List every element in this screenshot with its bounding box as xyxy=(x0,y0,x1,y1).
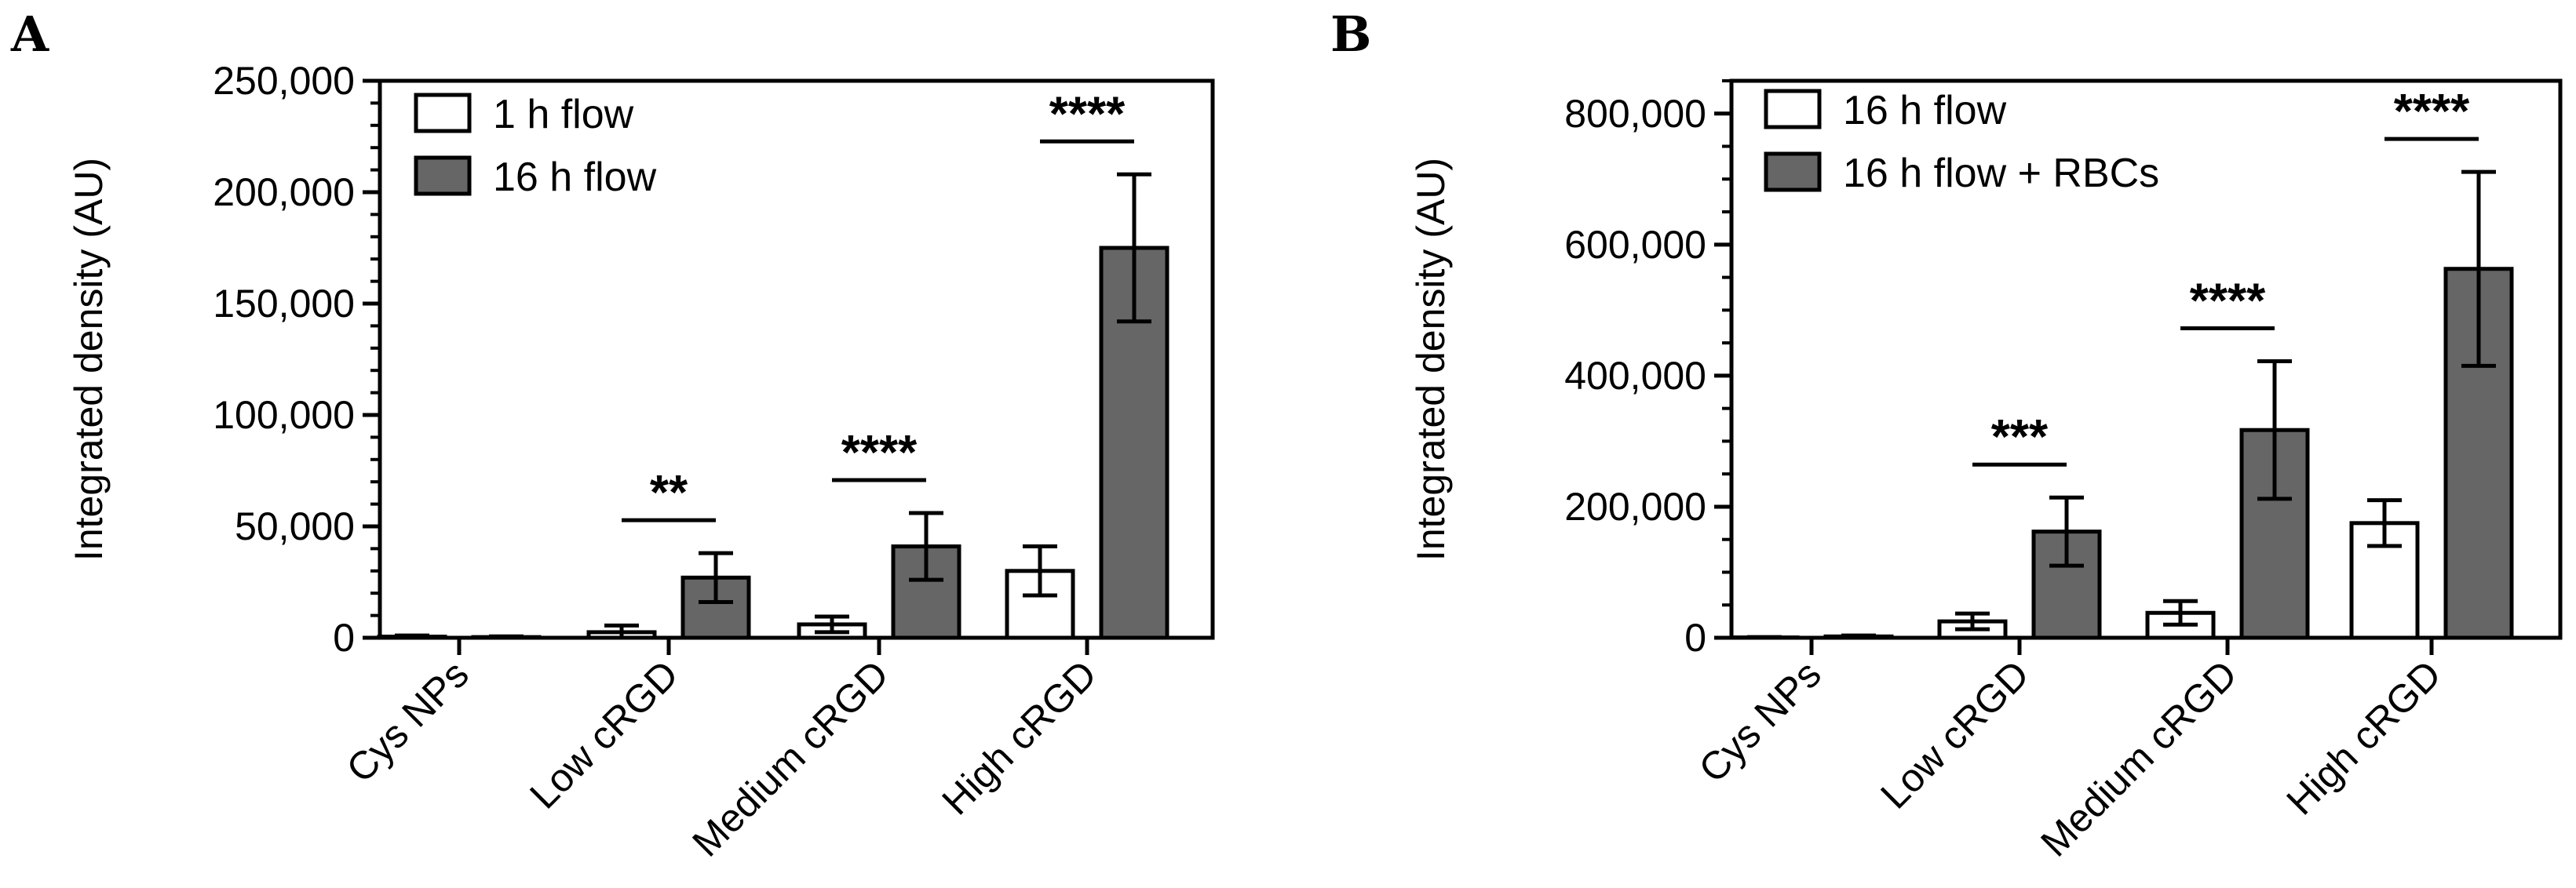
x-tick-label: Low cRGD xyxy=(521,652,687,817)
x-tick-label: High cRGD xyxy=(2278,652,2449,823)
y-tick-label: 200,000 xyxy=(1564,485,1706,529)
significance-label: **** xyxy=(841,426,918,480)
legend-swatch xyxy=(414,93,472,133)
panel-a-letter: A xyxy=(10,5,49,63)
legend-label: 16 h flow xyxy=(1843,88,2007,133)
x-tick-label: Cys NPs xyxy=(1691,652,1830,791)
y-axis-title: Integrated density (AU) xyxy=(67,158,111,561)
y-tick-label: 250,000 xyxy=(213,59,355,103)
significance-label: **** xyxy=(2190,275,2266,329)
x-tick-label: Medium cRGD xyxy=(2032,652,2245,864)
y-axis-title: Integrated density (AU) xyxy=(1409,158,1453,561)
chart-panel-a: 0 50,000 100,000 150,000 200,000 250,000 Integ… xyxy=(67,59,1215,865)
bar-series-1 xyxy=(2349,521,2420,640)
significance-label: *** xyxy=(1991,410,2049,464)
y-tick-label: 400,000 xyxy=(1564,354,1706,398)
x-tick-label: Medium cRGD xyxy=(684,652,896,864)
x-tick-label: High cRGD xyxy=(933,652,1104,823)
legend-label: 16 h flow + RBCs xyxy=(1843,151,2159,196)
significance-label: ** xyxy=(650,466,688,520)
y-tick-label: 200,000 xyxy=(213,170,355,214)
y-tick-label: 600,000 xyxy=(1564,223,1706,267)
y-tick-label: 800,000 xyxy=(1564,92,1706,136)
legend-swatch xyxy=(1764,89,1822,129)
significance-label: **** xyxy=(2394,85,2470,139)
y-tick-label: 0 xyxy=(333,616,355,660)
x-tick-label: Cys NPs xyxy=(338,652,477,791)
significance-label: **** xyxy=(1049,87,1126,141)
legend-swatch xyxy=(414,155,472,196)
legend-label: 16 h flow xyxy=(493,155,657,200)
plot-frame xyxy=(378,78,1215,640)
legend-label: 1 h flow xyxy=(493,92,634,137)
x-tick-label: Low cRGD xyxy=(1872,652,2038,817)
y-tick-label: 50,000 xyxy=(235,504,355,548)
legend-swatch xyxy=(1764,151,1822,192)
panel-b-letter: B xyxy=(1330,5,1371,63)
y-tick-label: 100,000 xyxy=(213,393,355,437)
chart-panel-b: 0 200,000 400,000 600,000 800,000 Integrated … xyxy=(1409,78,2563,865)
y-tick-label: 150,000 xyxy=(213,282,355,326)
y-tick-label: 0 xyxy=(1684,616,1706,660)
